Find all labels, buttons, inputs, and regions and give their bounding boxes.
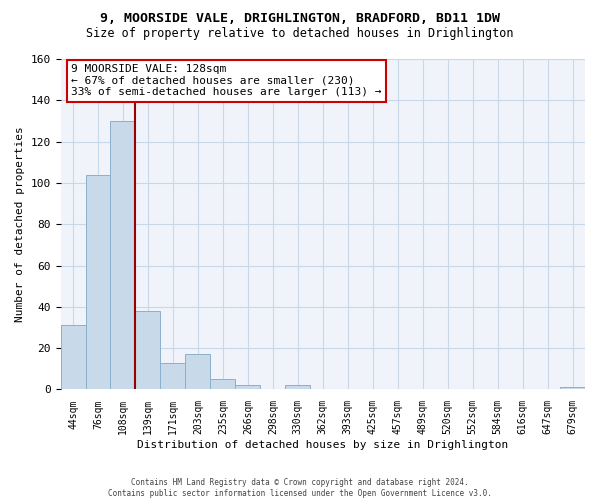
Bar <box>235 386 260 390</box>
Y-axis label: Number of detached properties: Number of detached properties <box>15 126 25 322</box>
Bar <box>185 354 211 390</box>
Text: Contains HM Land Registry data © Crown copyright and database right 2024.
Contai: Contains HM Land Registry data © Crown c… <box>108 478 492 498</box>
Bar <box>61 326 86 390</box>
Text: 9, MOORSIDE VALE, DRIGHLINGTON, BRADFORD, BD11 1DW: 9, MOORSIDE VALE, DRIGHLINGTON, BRADFORD… <box>100 12 500 26</box>
Bar <box>86 174 110 390</box>
Text: 9 MOORSIDE VALE: 128sqm
← 67% of detached houses are smaller (230)
33% of semi-d: 9 MOORSIDE VALE: 128sqm ← 67% of detache… <box>71 64 382 97</box>
Bar <box>211 379 235 390</box>
Bar <box>110 121 136 390</box>
Text: Size of property relative to detached houses in Drighlington: Size of property relative to detached ho… <box>86 27 514 40</box>
Bar <box>160 362 185 390</box>
Bar <box>136 311 160 390</box>
Bar <box>286 386 310 390</box>
Bar <box>560 388 585 390</box>
X-axis label: Distribution of detached houses by size in Drighlington: Distribution of detached houses by size … <box>137 440 508 450</box>
